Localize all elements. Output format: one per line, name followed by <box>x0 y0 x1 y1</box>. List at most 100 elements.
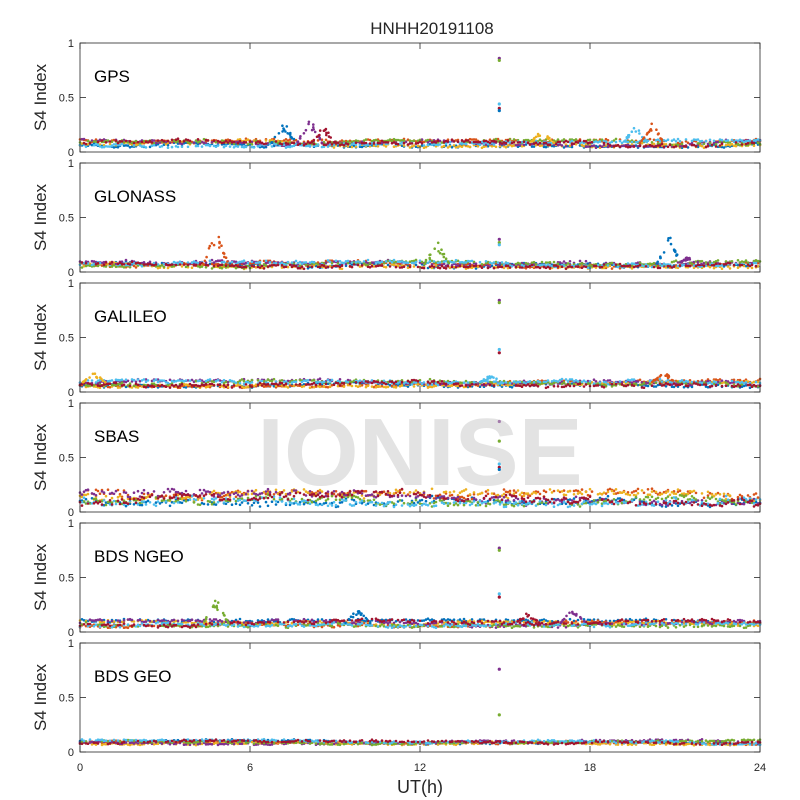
data-point <box>402 144 406 147</box>
data-point <box>294 264 298 268</box>
data-point <box>88 141 92 145</box>
data-point <box>452 261 456 264</box>
data-point <box>608 379 612 382</box>
data-point <box>566 379 570 383</box>
data-point <box>246 138 250 141</box>
data-point <box>500 265 504 269</box>
data-point <box>180 382 184 386</box>
data-point <box>156 139 160 142</box>
bump-point <box>438 251 442 255</box>
data-point <box>360 145 364 149</box>
data-point <box>174 263 178 267</box>
data-point <box>746 261 750 264</box>
data-point <box>416 379 420 383</box>
data-point <box>252 146 256 149</box>
data-point <box>258 144 262 147</box>
data-point <box>548 266 552 270</box>
data-point <box>312 261 316 264</box>
data-point <box>652 265 656 269</box>
data-point <box>122 144 126 147</box>
data-point <box>136 386 140 389</box>
data-point <box>96 140 100 144</box>
data-point <box>324 143 328 147</box>
bump-point <box>281 124 284 127</box>
data-point <box>324 138 328 142</box>
data-point <box>378 142 382 145</box>
data-point <box>628 264 632 267</box>
data-point <box>128 146 132 149</box>
data-point <box>642 381 646 385</box>
data-point <box>536 385 540 388</box>
bump-point <box>313 130 317 134</box>
data-point <box>330 143 334 146</box>
data-point <box>168 504 172 508</box>
data-point <box>304 142 308 146</box>
data-point <box>720 138 724 142</box>
data-point <box>428 382 432 385</box>
data-point <box>370 381 374 385</box>
data-point <box>168 141 172 145</box>
data-point <box>594 146 598 149</box>
data-point <box>402 265 406 269</box>
data-point <box>556 262 560 266</box>
data-point <box>728 267 732 270</box>
bump-point <box>296 140 299 144</box>
data-point <box>578 139 582 142</box>
data-point <box>182 263 186 266</box>
data-point <box>112 146 116 149</box>
data-point <box>598 140 602 143</box>
bump-point <box>552 141 556 145</box>
data-point <box>180 145 184 148</box>
data-point <box>526 141 530 144</box>
data-point <box>144 386 148 389</box>
data-point <box>422 144 426 147</box>
data-point <box>662 145 666 149</box>
bump-point <box>318 133 321 137</box>
data-point <box>340 267 344 271</box>
data-point <box>90 383 94 387</box>
data-point <box>494 145 498 149</box>
data-point <box>378 385 382 388</box>
data-point <box>330 378 334 382</box>
panel-background <box>80 283 760 392</box>
data-point <box>444 267 448 270</box>
data-point <box>440 380 444 383</box>
data-point <box>276 383 280 387</box>
data-point <box>136 140 140 144</box>
data-point <box>206 139 210 142</box>
data-point <box>128 382 132 385</box>
data-point <box>754 265 758 268</box>
bump-point <box>662 251 666 254</box>
data-point <box>718 140 722 144</box>
data-point <box>246 143 250 146</box>
data-point <box>284 382 288 386</box>
bump-point <box>315 135 319 139</box>
bump-point <box>537 134 540 138</box>
data-point <box>704 383 708 386</box>
bump-point <box>436 241 440 245</box>
data-point <box>178 139 182 143</box>
data-point <box>122 383 126 387</box>
data-point <box>246 261 250 265</box>
data-point <box>548 261 552 264</box>
data-point <box>376 380 380 384</box>
data-point <box>448 145 452 148</box>
bump-point <box>656 133 660 136</box>
data-point <box>370 264 374 268</box>
data-point <box>402 141 406 145</box>
data-point <box>362 260 366 263</box>
data-point <box>438 261 442 264</box>
data-point <box>532 381 536 384</box>
data-point <box>302 384 306 388</box>
data-point <box>570 265 574 269</box>
data-point <box>578 259 582 263</box>
data-point <box>666 138 670 141</box>
data-point <box>400 144 404 147</box>
data-point <box>84 138 88 142</box>
data-point <box>370 144 374 147</box>
data-point <box>474 383 478 386</box>
data-point <box>748 139 752 142</box>
data-point <box>592 382 596 385</box>
data-point <box>260 379 264 383</box>
